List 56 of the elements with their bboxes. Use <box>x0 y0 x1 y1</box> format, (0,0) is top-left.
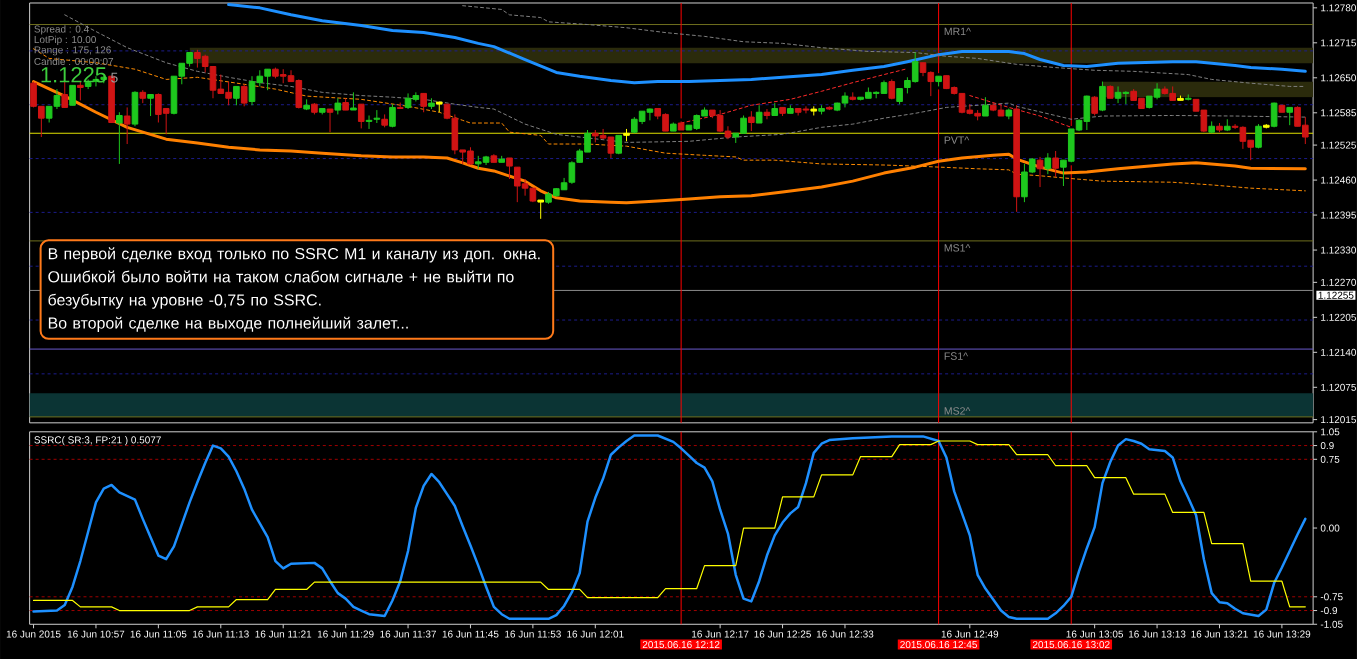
x-tick-label: 16 Jun 13:05 <box>1066 630 1124 638</box>
x-tick-label: 16 Jun 11:21 <box>255 630 312 638</box>
annotation: FS1^ <box>944 352 968 360</box>
y-tick-label: 1.12270 <box>1321 278 1357 286</box>
y-tick-label: 1.12395 <box>1321 211 1356 219</box>
annotation: Во второй сделке на выходе полнейший залет... <box>48 316 408 332</box>
x-tick-label: 16 Jun 13:29 <box>1253 630 1311 638</box>
y-tick-label: 1.12585 <box>1321 109 1356 117</box>
x-tick-label: 16 Jun 11:45 <box>442 630 499 638</box>
x-tick-label: 16 Jun 11:29 <box>317 630 374 638</box>
y-tick-label: 1.12780 <box>1321 4 1357 12</box>
y-tick-label: 1.12715 <box>1321 39 1356 47</box>
chart-title: SSRC( SR:3, FP:21 ) 0.5077 <box>34 435 161 446</box>
annotation: Spread : 0.4 <box>34 25 89 35</box>
annotation: 5 <box>111 72 118 83</box>
ref-line-label: 2015.06.16 12:45 <box>900 640 977 648</box>
y-tick-label: 0.9 <box>1320 441 1334 449</box>
y-tick-label: 1.12330 <box>1321 246 1357 254</box>
y-tick-label: -0.9 <box>1320 606 1338 614</box>
y-tick-label: 1.12460 <box>1321 176 1357 184</box>
y-tick-label: 1.12205 <box>1321 313 1356 321</box>
y-tick-label: 1.05 <box>1321 428 1340 436</box>
ref-line-label: 2015.06.16 13:02 <box>1032 640 1110 648</box>
x-tick-label: 16 Jun 12:17 <box>692 630 749 638</box>
annotation: MS2^ <box>944 407 971 415</box>
y-tick-label: 1.12075 <box>1321 383 1356 391</box>
y-tick-label: 1.12140 <box>1321 348 1357 356</box>
annotation: PVT^ <box>944 136 970 144</box>
annotation: Candle : 00:00:07 <box>34 57 114 65</box>
x-tick-label: 16 Jun 2015 <box>6 630 61 638</box>
x-tick-label: 16 Jun 12:01 <box>567 630 624 638</box>
x-tick-label: 16 Jun 11:13 <box>193 630 249 638</box>
x-tick-label: 16 Jun 13:21 <box>1191 630 1248 638</box>
annotation: LotPip : 10.00 <box>34 35 96 45</box>
x-tick-label: 16 Jun 11:53 <box>505 630 561 638</box>
x-tick-label: 16 Jun 10:57 <box>67 630 125 638</box>
y-tick-label: 0.00 <box>1320 524 1340 532</box>
y-tick-label: -1.05 <box>1320 620 1343 628</box>
annotation: Ошибкой было войти на таком слабом сигнале + не выйти по безубытку на уровне -0,75 по SSRC. <box>48 270 514 309</box>
y-tick-label: -0.75 <box>1320 593 1343 601</box>
annotation: MR1^ <box>944 27 971 35</box>
y-tick-label: 1.12525 <box>1321 141 1356 149</box>
y-tick-label: 1.12015 <box>1321 415 1356 424</box>
x-tick-label: 16 Jun 12:49 <box>941 630 999 638</box>
x-tick-label: 16 Jun 12:25 <box>754 630 811 638</box>
x-tick-label: 16 Jun 11:05 <box>130 630 187 638</box>
annotation: MS1^ <box>944 244 971 252</box>
x-tick-label: 16 Jun 11:37 <box>380 630 437 638</box>
annotation: В первой сделке вход только по SSRC M1 и каналу из доп. окна. <box>48 247 540 263</box>
x-tick-label: 16 Jun 13:13 <box>1128 630 1186 638</box>
ref-line-label: 2015.06.16 12:12 <box>642 640 720 648</box>
y-tick-label: 1.12650 <box>1321 74 1357 82</box>
ref-line-label: 1.12255 <box>1318 291 1354 299</box>
annotation: 1.1225 <box>41 66 107 83</box>
y-tick-label: 0.75 <box>1320 455 1340 463</box>
x-tick-label: 16 Jun 12:33 <box>816 630 874 638</box>
